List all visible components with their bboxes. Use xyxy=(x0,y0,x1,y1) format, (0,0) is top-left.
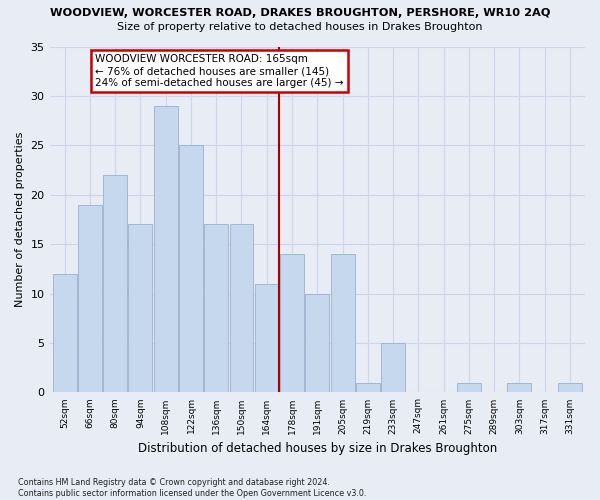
Bar xyxy=(204,224,228,392)
Bar xyxy=(128,224,152,392)
Bar xyxy=(179,146,203,392)
Bar xyxy=(154,106,178,393)
Y-axis label: Number of detached properties: Number of detached properties xyxy=(15,132,25,307)
Bar xyxy=(230,224,253,392)
Bar xyxy=(457,382,481,392)
Text: WOODVIEW WORCESTER ROAD: 165sqm
← 76% of detached houses are smaller (145)
24% o: WOODVIEW WORCESTER ROAD: 165sqm ← 76% of… xyxy=(95,54,344,88)
Bar xyxy=(356,382,380,392)
Bar xyxy=(255,284,279,393)
Bar xyxy=(558,382,582,392)
Bar xyxy=(78,204,102,392)
Bar xyxy=(103,175,127,392)
Bar xyxy=(305,294,329,392)
X-axis label: Distribution of detached houses by size in Drakes Broughton: Distribution of detached houses by size … xyxy=(137,442,497,455)
Text: Contains HM Land Registry data © Crown copyright and database right 2024.
Contai: Contains HM Land Registry data © Crown c… xyxy=(18,478,367,498)
Bar xyxy=(331,254,355,392)
Bar xyxy=(280,254,304,392)
Text: WOODVIEW, WORCESTER ROAD, DRAKES BROUGHTON, PERSHORE, WR10 2AQ: WOODVIEW, WORCESTER ROAD, DRAKES BROUGHT… xyxy=(50,8,550,18)
Text: Size of property relative to detached houses in Drakes Broughton: Size of property relative to detached ho… xyxy=(117,22,483,32)
Bar xyxy=(53,274,77,392)
Bar xyxy=(381,343,405,392)
Bar xyxy=(508,382,532,392)
